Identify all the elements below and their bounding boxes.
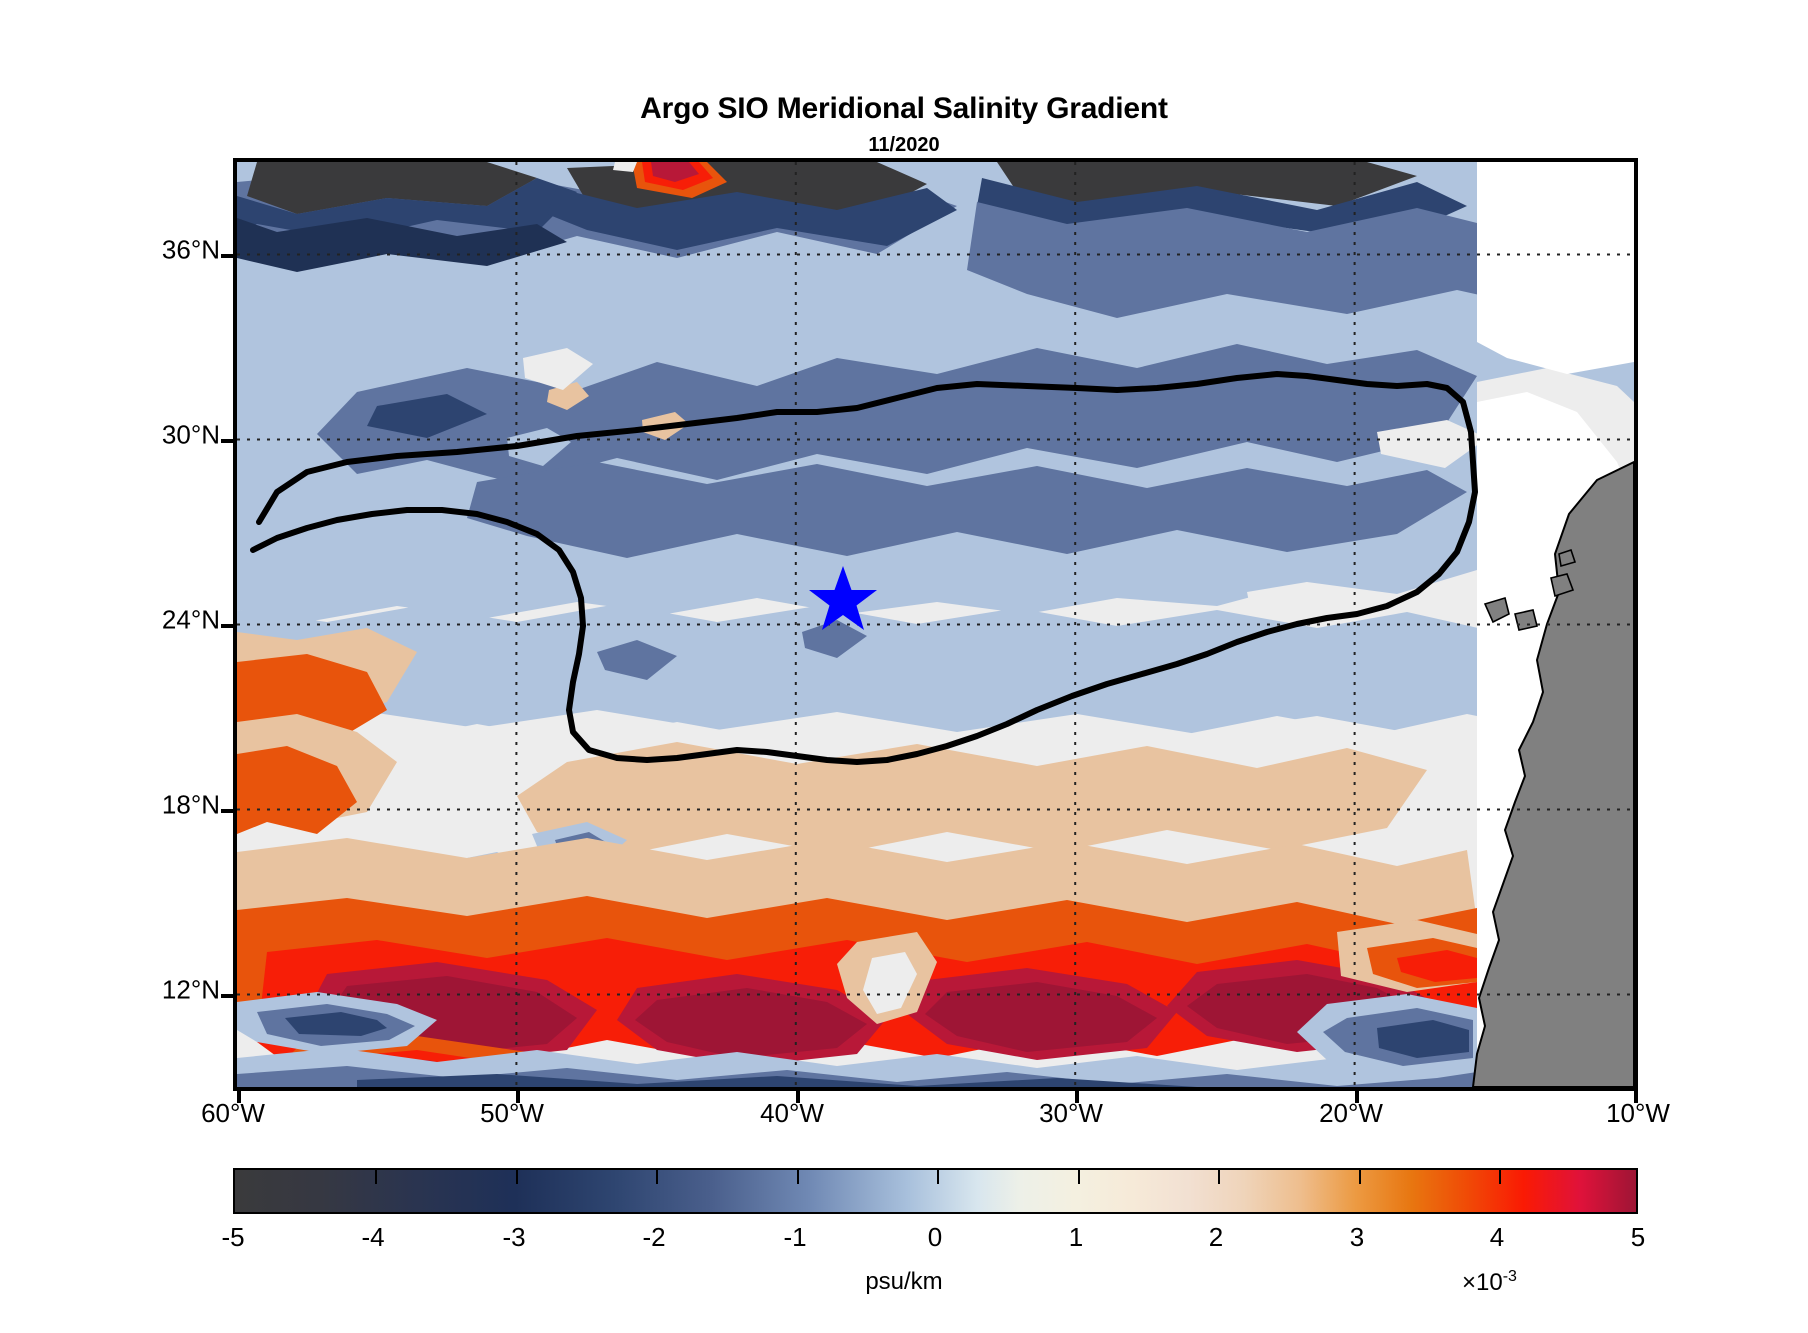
cbar-label-1: 1 (1068, 1222, 1084, 1252)
cbar-tick-3 (1359, 1170, 1361, 1184)
y-tick-18N (221, 809, 237, 813)
cbar-tick--3 (516, 1170, 518, 1184)
colorbar-exponent-base: ×10 (1462, 1269, 1503, 1296)
y-tick-30N (221, 439, 237, 443)
salinity-gradient-contour-map (237, 162, 1634, 1087)
cbar-tick--2 (656, 1170, 658, 1184)
colorbar-unit-label: psu/km (865, 1268, 943, 1295)
page-title: Argo SIO Meridional Salinity Gradient (640, 92, 1168, 125)
y-axis-label-36N: 36°N (161, 234, 220, 265)
x-tick-10W (1634, 1087, 1638, 1103)
cbar-tick-1 (1078, 1170, 1080, 1184)
cbar-tick--1 (797, 1170, 799, 1184)
y-tick-12N (221, 994, 237, 998)
cbar-tick-0 (937, 1170, 939, 1184)
y-axis-label-30N: 30°N (161, 419, 220, 450)
cbar-tick-2 (1218, 1170, 1220, 1184)
map-plot-area (237, 162, 1634, 1087)
x-axis-label-10W: 10°W (1606, 1098, 1670, 1128)
map-axes (221, 158, 1638, 1103)
cbar-label-4: 4 (1489, 1222, 1505, 1252)
x-tick-20W (1355, 1087, 1359, 1103)
cbar-tick-4 (1499, 1170, 1501, 1184)
cbar-label-5: 5 (1630, 1222, 1646, 1252)
y-axis-label-18N: 18°N (161, 789, 220, 820)
cbar-tick--4 (375, 1170, 377, 1184)
x-axis-label-40W: 40°W (760, 1098, 824, 1128)
float-position-star-marker (809, 566, 877, 630)
cbar-label--2: -2 (642, 1222, 666, 1252)
chart-subtitle: 11/2020 (868, 134, 940, 156)
x-tick-30W (1075, 1087, 1079, 1103)
colorbar-exponent-label: ×10-3 (1462, 1268, 1517, 1297)
x-tick-40W (796, 1087, 800, 1103)
cbar-label--3: -3 (502, 1222, 526, 1252)
cbar-label--5: -5 (221, 1222, 245, 1252)
cbar-label--4: -4 (361, 1222, 385, 1252)
cbar-label--1: -1 (783, 1222, 807, 1252)
colorbar-exponent-power: -3 (1502, 1268, 1517, 1285)
y-axis-label-12N: 12°N (161, 974, 220, 1005)
x-tick-50W (516, 1087, 520, 1103)
x-tick-60W (237, 1087, 241, 1103)
x-axis-label-20W: 20°W (1319, 1098, 1383, 1128)
x-axis-label-60W: 60°W (201, 1098, 265, 1128)
cbar-label-2: 2 (1208, 1222, 1224, 1252)
x-axis-label-30W: 30°W (1039, 1098, 1103, 1128)
y-tick-24N (221, 624, 237, 628)
colorbar-gradient (235, 1170, 1636, 1212)
colorbar (233, 1168, 1638, 1214)
cbar-label-0: 0 (927, 1222, 943, 1252)
y-tick-36N (221, 254, 237, 258)
cbar-label-3: 3 (1349, 1222, 1365, 1252)
x-axis-label-50W: 50°W (480, 1098, 544, 1128)
y-axis-label-24N: 24°N (161, 604, 220, 635)
